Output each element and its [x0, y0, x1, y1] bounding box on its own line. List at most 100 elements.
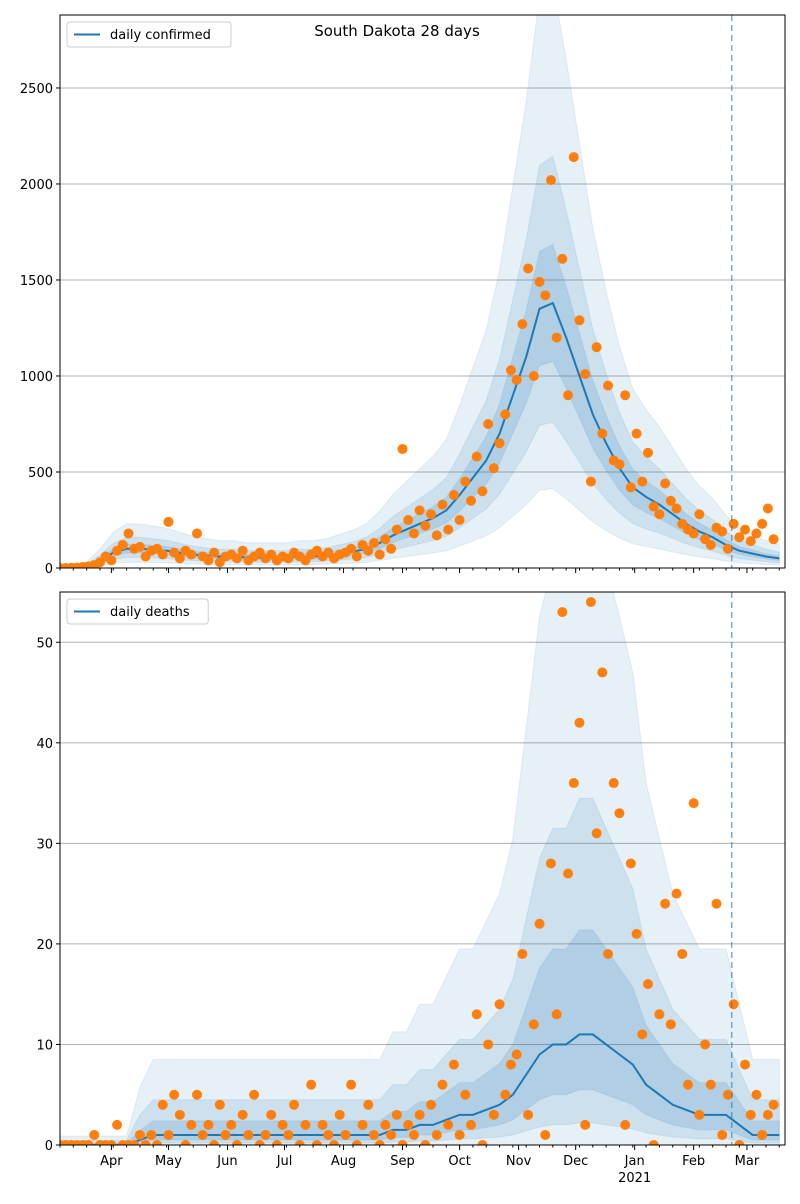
observed-point: [637, 476, 648, 487]
x-tick-label-apr: Apr: [100, 1154, 123, 1169]
observed-point: [346, 543, 357, 554]
observed-point: [466, 1119, 477, 1130]
observed-point: [648, 501, 659, 512]
legend-label: daily confirmed: [110, 28, 211, 43]
plot-area: [60, 15, 780, 568]
observed-point: [420, 520, 431, 531]
observed-point: [334, 1109, 345, 1120]
observed-point: [477, 486, 488, 497]
observed-point: [231, 1140, 242, 1145]
observed-point: [106, 1140, 117, 1145]
observed-point: [671, 503, 682, 514]
observed-point: [574, 315, 585, 326]
observed-point: [323, 1129, 334, 1140]
observed-point: [757, 518, 768, 529]
y-tick-label: 2500: [20, 82, 53, 97]
observed-point: [368, 538, 379, 549]
observed-point: [283, 1129, 294, 1140]
observed-point: [694, 509, 705, 520]
observed-point: [123, 528, 134, 539]
observed-point: [431, 1129, 442, 1140]
observed-point: [597, 667, 608, 678]
observed-point: [740, 524, 751, 535]
observed-point: [306, 1079, 317, 1090]
observed-point: [220, 1129, 231, 1140]
observed-point: [346, 1079, 357, 1090]
observed-point: [254, 1140, 265, 1145]
observed-point: [397, 1140, 408, 1145]
observed-point: [751, 1089, 762, 1100]
observed-point: [226, 1119, 237, 1130]
observed-point: [277, 1119, 288, 1130]
observed-point: [134, 1129, 145, 1140]
y-tick-label: 1500: [20, 274, 53, 289]
observed-point: [517, 948, 528, 959]
observed-point: [169, 1089, 180, 1100]
observed-point: [762, 503, 773, 514]
observed-point: [408, 1129, 419, 1140]
y-tick-label: 0: [45, 1139, 53, 1154]
observed-point: [448, 1059, 459, 1070]
observed-point: [237, 545, 248, 556]
observed-point: [511, 1049, 522, 1060]
observed-point: [163, 1129, 174, 1140]
observed-point: [186, 549, 197, 560]
observed-point: [603, 380, 614, 391]
observed-point: [665, 1019, 676, 1030]
observed-point: [671, 888, 682, 899]
observed-point: [329, 1140, 340, 1145]
observed-point: [642, 447, 653, 458]
observed-point: [734, 1140, 745, 1145]
observed-point: [209, 1140, 220, 1145]
observed-point: [340, 1129, 351, 1140]
observed-point: [437, 1079, 448, 1090]
observed-point: [397, 443, 408, 454]
observed-point: [146, 1129, 157, 1140]
observed-point: [386, 543, 397, 554]
observed-point: [209, 547, 220, 558]
observed-point: [374, 549, 385, 560]
y-tick-label: 40: [36, 737, 53, 752]
observed-point: [563, 390, 574, 401]
observed-point: [688, 528, 699, 539]
observed-point: [443, 1119, 454, 1130]
observed-point: [380, 534, 391, 545]
observed-point: [374, 1140, 385, 1145]
x-tick-label-jul: Jul: [276, 1154, 293, 1169]
observed-point: [157, 1099, 168, 1110]
observed-point: [505, 1059, 516, 1070]
observed-point: [523, 1109, 534, 1120]
observed-point: [174, 553, 185, 564]
observed-point: [363, 1099, 374, 1110]
observed-point: [351, 1140, 362, 1145]
observed-point: [591, 342, 602, 353]
observed-point: [700, 1039, 711, 1050]
observed-point: [426, 1099, 437, 1110]
x-tick-label-sep: Sep: [390, 1154, 415, 1169]
observed-point: [494, 438, 505, 449]
observed-point: [420, 1140, 431, 1145]
observed-point: [625, 482, 636, 493]
observed-point: [89, 1129, 100, 1140]
observed-point: [694, 1109, 705, 1120]
observed-point: [180, 1140, 191, 1145]
observed-point: [192, 528, 203, 539]
observed-point: [483, 1039, 494, 1050]
observed-point: [186, 1119, 197, 1130]
observed-point: [311, 1140, 322, 1145]
observed-point: [534, 276, 545, 287]
observed-point: [528, 1019, 539, 1030]
observed-point: [591, 828, 602, 839]
observed-point: [722, 543, 733, 554]
observed-point: [728, 999, 739, 1010]
observed-point: [414, 1109, 425, 1120]
observed-point: [517, 319, 528, 330]
x-tick-label-jun: Jun: [216, 1154, 237, 1169]
observed-point: [740, 1059, 751, 1070]
observed-point: [386, 1129, 397, 1140]
legend-label: daily deaths: [110, 605, 190, 620]
observed-point: [414, 505, 425, 516]
observed-point: [129, 1140, 140, 1145]
observed-point: [751, 528, 762, 539]
